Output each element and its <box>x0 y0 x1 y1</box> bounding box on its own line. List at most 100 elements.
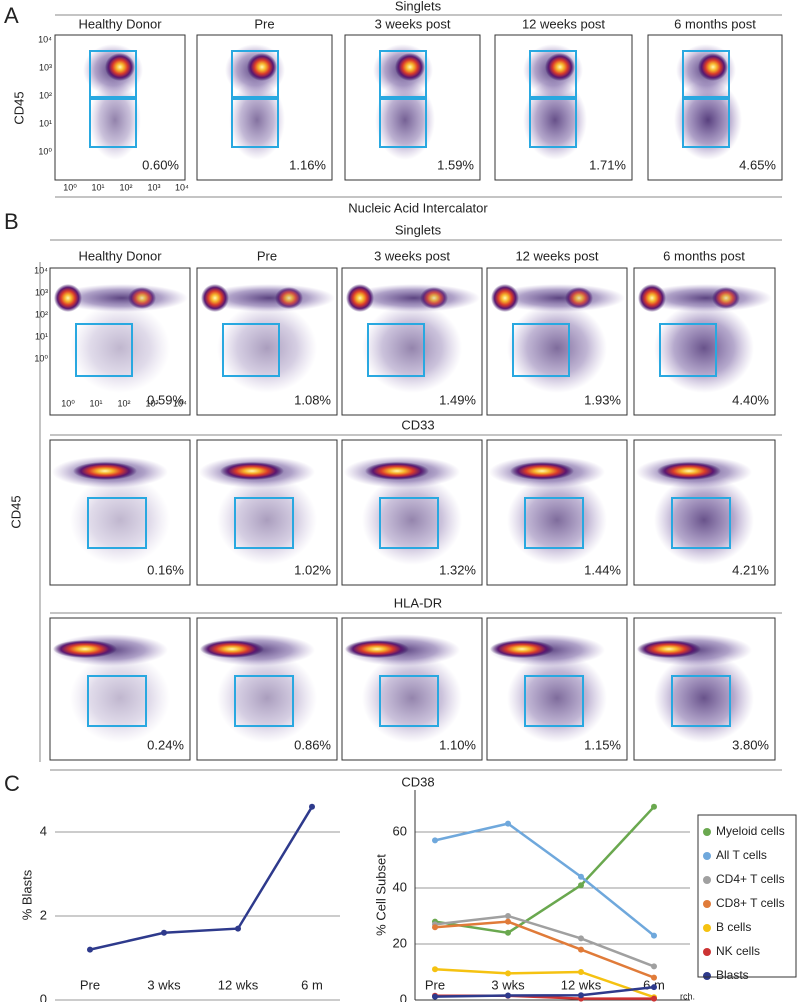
gate <box>379 497 439 549</box>
header: Singlets <box>395 222 442 237</box>
point <box>578 992 584 999</box>
x-axis-label: Nucleic Acid Intercalator <box>348 200 488 215</box>
tick-label: 10⁴ <box>175 182 189 192</box>
point <box>505 913 511 919</box>
tick-label: 10⁴ <box>173 398 187 408</box>
point <box>309 803 315 810</box>
density <box>73 462 137 480</box>
tick-label: 10¹ <box>91 182 104 192</box>
plot-frame <box>196 267 338 416</box>
point <box>432 966 438 973</box>
tick-label: 10² <box>35 309 48 319</box>
point <box>578 946 584 953</box>
column-title: Healthy Donor <box>78 16 162 31</box>
x-tick-label: 12 wks <box>561 977 602 992</box>
density <box>507 475 607 565</box>
gate <box>234 675 294 727</box>
column-title: Healthy Donor <box>78 248 162 263</box>
gate <box>89 50 137 98</box>
gate <box>682 98 730 148</box>
point <box>87 946 93 953</box>
gate <box>671 497 731 549</box>
plot-frame <box>486 267 628 416</box>
plot-frame <box>49 439 191 586</box>
density <box>70 475 170 565</box>
density <box>362 653 462 743</box>
density <box>217 303 317 393</box>
panel-label: B <box>4 209 19 234</box>
column-title: Pre <box>254 16 274 31</box>
density <box>345 640 409 658</box>
legend-swatch <box>703 924 711 932</box>
legend-swatch <box>703 852 711 860</box>
density <box>348 284 480 312</box>
density <box>654 653 754 743</box>
density <box>654 303 754 393</box>
point <box>505 970 511 977</box>
plot-frame <box>486 617 628 761</box>
density <box>507 303 607 393</box>
density <box>275 287 303 309</box>
density <box>365 462 429 480</box>
row-title: CD33 <box>401 417 434 432</box>
y-tick-label: 0 <box>40 991 47 1002</box>
density <box>200 640 264 658</box>
column-title: 12 weeks post <box>515 248 598 263</box>
density <box>493 284 625 312</box>
gate <box>529 50 577 98</box>
series-line <box>89 806 314 951</box>
panel-label: A <box>4 3 19 28</box>
percent: 4.65% <box>739 157 776 172</box>
plot-frame <box>486 439 628 586</box>
density <box>128 287 156 309</box>
y-tick-label: 20 <box>393 935 407 950</box>
plot-frame <box>494 34 633 181</box>
plot-frame <box>49 267 191 416</box>
y-tick-label: 4 <box>40 823 47 838</box>
gate <box>234 497 294 549</box>
plot-frame <box>196 439 338 586</box>
column-title: 3 weeks post <box>374 248 450 263</box>
column-title: 6 months post <box>663 248 745 263</box>
plot-frame <box>341 617 483 761</box>
series-line <box>434 822 655 937</box>
gate <box>671 675 731 727</box>
series-line <box>434 985 655 998</box>
gate <box>231 98 279 148</box>
point <box>505 992 511 999</box>
y-tick-label: 40 <box>393 879 407 894</box>
density <box>507 653 607 743</box>
density <box>640 284 772 312</box>
point <box>651 974 657 981</box>
density <box>346 284 374 312</box>
point <box>651 932 657 939</box>
gate <box>379 98 427 148</box>
tick-label: 10⁰ <box>34 353 48 363</box>
density <box>490 640 554 658</box>
legend-swatch <box>703 828 711 836</box>
point <box>651 963 657 970</box>
x-axis-label: CD38 <box>401 774 434 789</box>
gate <box>89 98 137 148</box>
header: Singlets <box>395 0 442 13</box>
plot-frame <box>344 34 481 181</box>
tick-label: 10² <box>39 90 52 100</box>
gate <box>379 50 427 98</box>
legend-label: CD8+ T cells <box>716 896 785 910</box>
percent: 1.02% <box>294 562 331 577</box>
legend-label: All T cells <box>716 848 767 862</box>
series-line <box>434 920 655 979</box>
density <box>491 284 519 312</box>
tick-label: 10³ <box>35 287 48 297</box>
plot-frame <box>49 617 191 761</box>
gate <box>75 323 133 377</box>
point <box>578 969 584 975</box>
percent: 1.16% <box>289 157 326 172</box>
percent: 1.44% <box>584 562 621 577</box>
x-tick-label: 12 wks <box>218 977 259 992</box>
point <box>432 924 438 931</box>
gate <box>87 675 147 727</box>
tick-label: 10⁴ <box>38 34 52 44</box>
percent: 0.86% <box>294 737 331 752</box>
